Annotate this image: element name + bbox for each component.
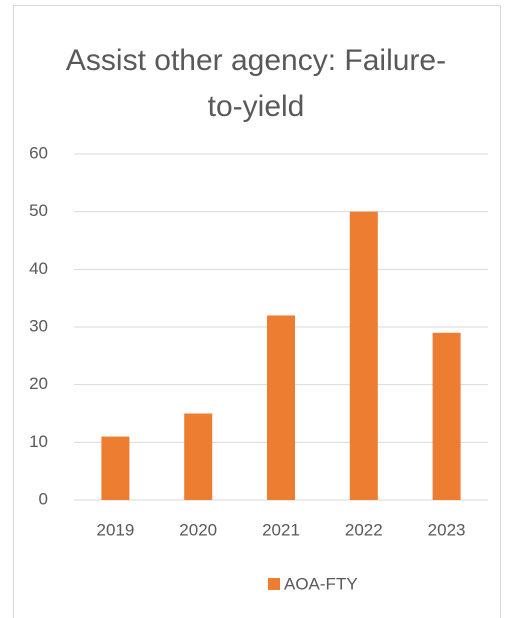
x-tick-label: 2023 <box>428 520 466 539</box>
x-tick-label: 2019 <box>96 520 134 539</box>
y-tick-label: 10 <box>29 432 48 451</box>
bar <box>267 315 295 500</box>
chart-frame <box>13 5 501 618</box>
y-tick-label: 40 <box>29 259 48 278</box>
x-tick-label: 2022 <box>345 520 383 539</box>
y-tick-label: 50 <box>29 201 48 220</box>
y-tick-label: 30 <box>29 316 48 335</box>
y-tick-label: 20 <box>29 374 48 393</box>
bar <box>432 332 461 500</box>
x-tick-label: 2021 <box>262 520 300 539</box>
bar <box>184 413 213 500</box>
bar <box>349 211 378 500</box>
legend-swatch <box>268 578 280 590</box>
y-tick-label: 0 <box>39 489 48 508</box>
chart-title: Assist other agency: Failure-to-yield <box>65 44 447 123</box>
x-tick-label: 2020 <box>179 520 217 539</box>
bar <box>101 436 130 500</box>
legend-label: AOA-FTY <box>284 574 358 593</box>
y-tick-label: 60 <box>29 143 48 162</box>
